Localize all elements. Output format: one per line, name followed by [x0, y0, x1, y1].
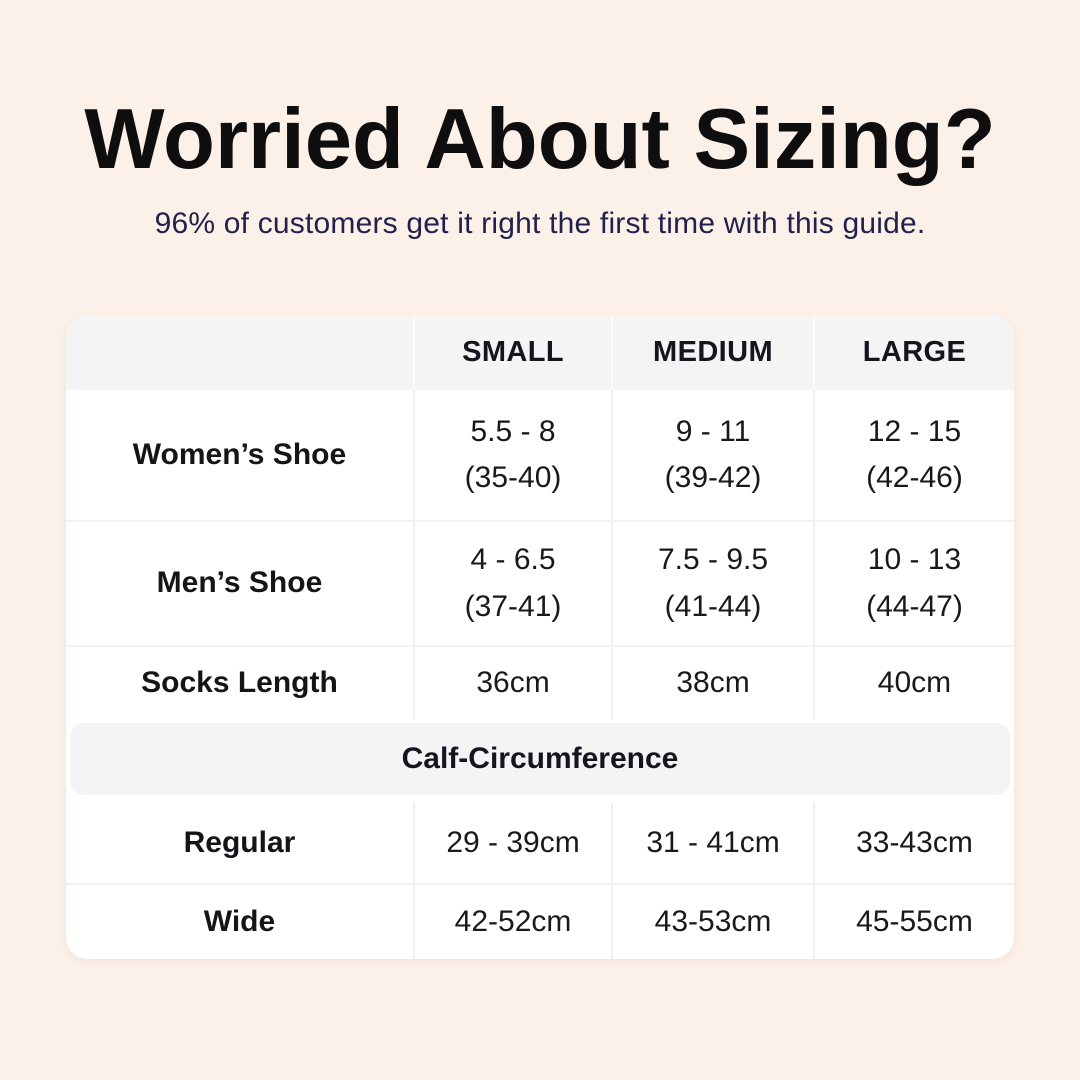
cell-line: 29 - 39cm [446, 825, 580, 859]
size-cell: 43-53cm [611, 885, 813, 959]
cell-line: 45-55cm [856, 904, 973, 938]
row-label: Socks Length [141, 666, 338, 700]
table-row-mens-shoe: Men’s Shoe 4 - 6.5 (37-41) 7.5 - 9.5 (41… [66, 520, 1014, 645]
size-cell: 4 - 6.5 (37-41) [412, 522, 611, 645]
row-label: Regular [183, 825, 296, 859]
cell-line: (41-44) [664, 589, 762, 623]
table-row-womens-shoe: Women’s Shoe 5.5 - 8 (35-40) 9 - 11 (39-… [66, 390, 1014, 520]
size-cell: 31 - 41cm [611, 803, 813, 883]
size-cell: 38cm [611, 647, 813, 720]
cell-line: (42-46) [866, 461, 963, 494]
cell-line: 43-53cm [654, 904, 772, 938]
table-row-regular: Regular 29 - 39cm 31 - 41cm 33-43cm [66, 803, 1014, 883]
size-cell: 42-52cm [412, 885, 611, 959]
cell-line: 10 - 13 [867, 543, 962, 576]
cell-line: 38cm [676, 666, 750, 700]
size-cell: 29 - 39cm [412, 803, 611, 883]
cell-line: (44-47) [866, 589, 963, 623]
size-cell: 12 - 15 (42-46) [813, 390, 1014, 520]
cell-line: 33-43cm [856, 825, 973, 859]
row-label: Wide [203, 904, 276, 938]
table-row-socks-length: Socks Length 36cm 38cm 40cm [66, 645, 1014, 720]
column-header-small: SMALL [412, 315, 611, 390]
cell-line: 31 - 41cm [646, 825, 780, 859]
cell-line: 7.5 - 9.5 [658, 543, 769, 576]
size-cell: 40cm [813, 647, 1014, 720]
sizing-table: SMALL MEDIUM LARGE Women’s Shoe 5.5 - 8 … [66, 315, 1014, 959]
cell-line: (35-40) [464, 461, 562, 494]
table-row-wide: Wide 42-52cm 43-53cm 45-55cm [66, 883, 1014, 959]
calf-section: Calf-Circumference [66, 720, 1014, 803]
cell-line: 42-52cm [454, 904, 572, 938]
cell-line: 5.5 - 8 [470, 414, 556, 448]
row-label: Women’s Shoe [132, 437, 347, 471]
cell-line: 40cm [877, 666, 952, 700]
cell-line: 4 - 6.5 [470, 543, 556, 576]
table-header-row: SMALL MEDIUM LARGE [66, 315, 1014, 390]
cell-line: 36cm [476, 666, 550, 700]
size-cell: 36cm [412, 647, 611, 720]
column-header-medium: MEDIUM [611, 315, 813, 390]
size-cell: 10 - 13 (44-47) [813, 522, 1014, 645]
cell-line: (39-42) [664, 461, 762, 494]
page-title: Worried About Sizing? [84, 92, 996, 187]
page-subtitle: 96% of customers get it right the first … [154, 207, 926, 240]
size-cell: 7.5 - 9.5 (41-44) [611, 522, 813, 645]
cell-line: 12 - 15 [867, 414, 962, 448]
calf-section-header: Calf-Circumference [70, 723, 1010, 795]
size-cell: 5.5 - 8 (35-40) [412, 390, 611, 520]
size-cell: 45-55cm [813, 885, 1014, 959]
cell-line: 9 - 11 [675, 414, 751, 448]
size-cell: 33-43cm [813, 803, 1014, 883]
size-cell: 9 - 11 (39-42) [611, 390, 813, 520]
table-corner-cell [66, 315, 413, 390]
column-header-large: LARGE [813, 315, 1014, 390]
row-label: Men’s Shoe [156, 566, 323, 600]
cell-line: (37-41) [464, 589, 562, 623]
